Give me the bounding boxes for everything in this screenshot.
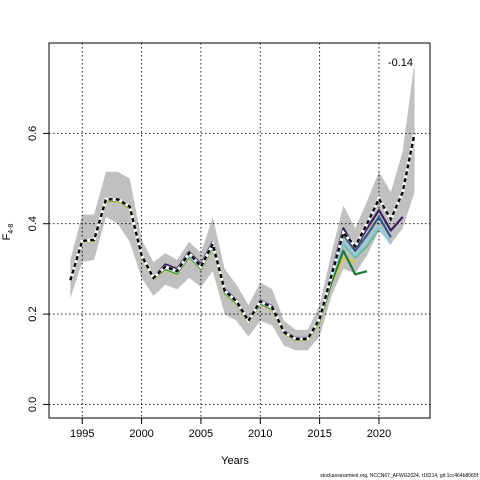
x-axis: 1995 2000 2005 2010 2015 2020 bbox=[70, 417, 391, 440]
corner-annotation: -0.14 bbox=[388, 57, 413, 69]
grid-lines bbox=[49, 43, 430, 418]
footer-source: stockassessment.org, NCCN67_AFWG2024, r1… bbox=[320, 473, 478, 479]
series-lines bbox=[68, 133, 417, 342]
x-axis-label: Years bbox=[221, 455, 249, 467]
y-axis-label: F4-8 bbox=[1, 223, 15, 240]
x-tick-label: 2010 bbox=[248, 428, 272, 440]
y-axis-label-main: F bbox=[1, 233, 13, 240]
x-tick-label: 2000 bbox=[129, 428, 153, 440]
y-tick-label: 0.2 bbox=[27, 306, 39, 321]
y-axis-label-subscript: 4-8 bbox=[8, 223, 15, 233]
confidence-band bbox=[70, 61, 415, 351]
x-tick-label: 1995 bbox=[70, 428, 94, 440]
x-tick-label: 2020 bbox=[367, 428, 391, 440]
x-tick-label: 2005 bbox=[189, 428, 213, 440]
y-axis: 0.0 0.2 0.4 0.6 bbox=[27, 126, 49, 412]
y-tick-label: 0.0 bbox=[27, 397, 39, 412]
x-tick-label: 2015 bbox=[307, 428, 331, 440]
y-tick-label: 0.6 bbox=[27, 126, 39, 141]
confidence-band-area bbox=[70, 61, 415, 351]
series-line bbox=[69, 133, 416, 341]
y-tick-label: 0.4 bbox=[27, 216, 39, 231]
